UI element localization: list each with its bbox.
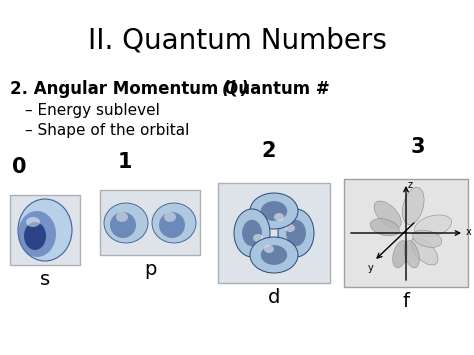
Text: 3: 3 [411,137,425,157]
Ellipse shape [374,201,401,228]
Ellipse shape [18,211,56,257]
Ellipse shape [261,245,287,265]
Ellipse shape [370,219,400,236]
FancyBboxPatch shape [100,190,200,255]
Text: p: p [144,260,156,279]
Ellipse shape [253,234,263,242]
Ellipse shape [152,203,196,243]
Ellipse shape [274,213,284,221]
Ellipse shape [164,212,176,222]
Ellipse shape [250,193,298,229]
FancyBboxPatch shape [218,183,330,283]
Text: – Shape of the orbital: – Shape of the orbital [25,123,190,138]
Ellipse shape [261,201,287,221]
Text: d: d [268,288,280,307]
Text: s: s [40,270,50,289]
Text: z: z [408,180,413,190]
Text: y: y [368,263,374,273]
Ellipse shape [234,209,270,257]
Text: 2. Angular Momentum Quantum #: 2. Angular Momentum Quantum # [10,80,336,98]
Ellipse shape [392,241,408,268]
Text: – Energy sublevel: – Energy sublevel [25,103,160,118]
Text: 0: 0 [12,157,27,177]
Text: (l ): (l ) [222,80,249,98]
Ellipse shape [159,212,185,238]
Ellipse shape [402,187,424,224]
Ellipse shape [414,215,452,236]
Ellipse shape [404,241,419,268]
Ellipse shape [285,224,295,232]
Ellipse shape [278,209,314,257]
Ellipse shape [286,220,306,246]
Ellipse shape [242,220,262,246]
Ellipse shape [104,203,148,243]
FancyBboxPatch shape [10,195,80,265]
Ellipse shape [116,212,128,222]
FancyBboxPatch shape [344,179,468,287]
Ellipse shape [110,212,136,238]
Ellipse shape [24,222,46,250]
Ellipse shape [250,237,298,273]
Text: f: f [402,292,410,311]
Text: II. Quantum Numbers: II. Quantum Numbers [88,27,386,55]
Ellipse shape [412,230,442,247]
Text: 1: 1 [118,152,133,172]
Ellipse shape [26,217,40,227]
Ellipse shape [264,245,274,253]
Text: 2: 2 [262,141,276,161]
Ellipse shape [18,199,72,261]
Ellipse shape [411,238,438,265]
Text: x: x [466,227,472,237]
